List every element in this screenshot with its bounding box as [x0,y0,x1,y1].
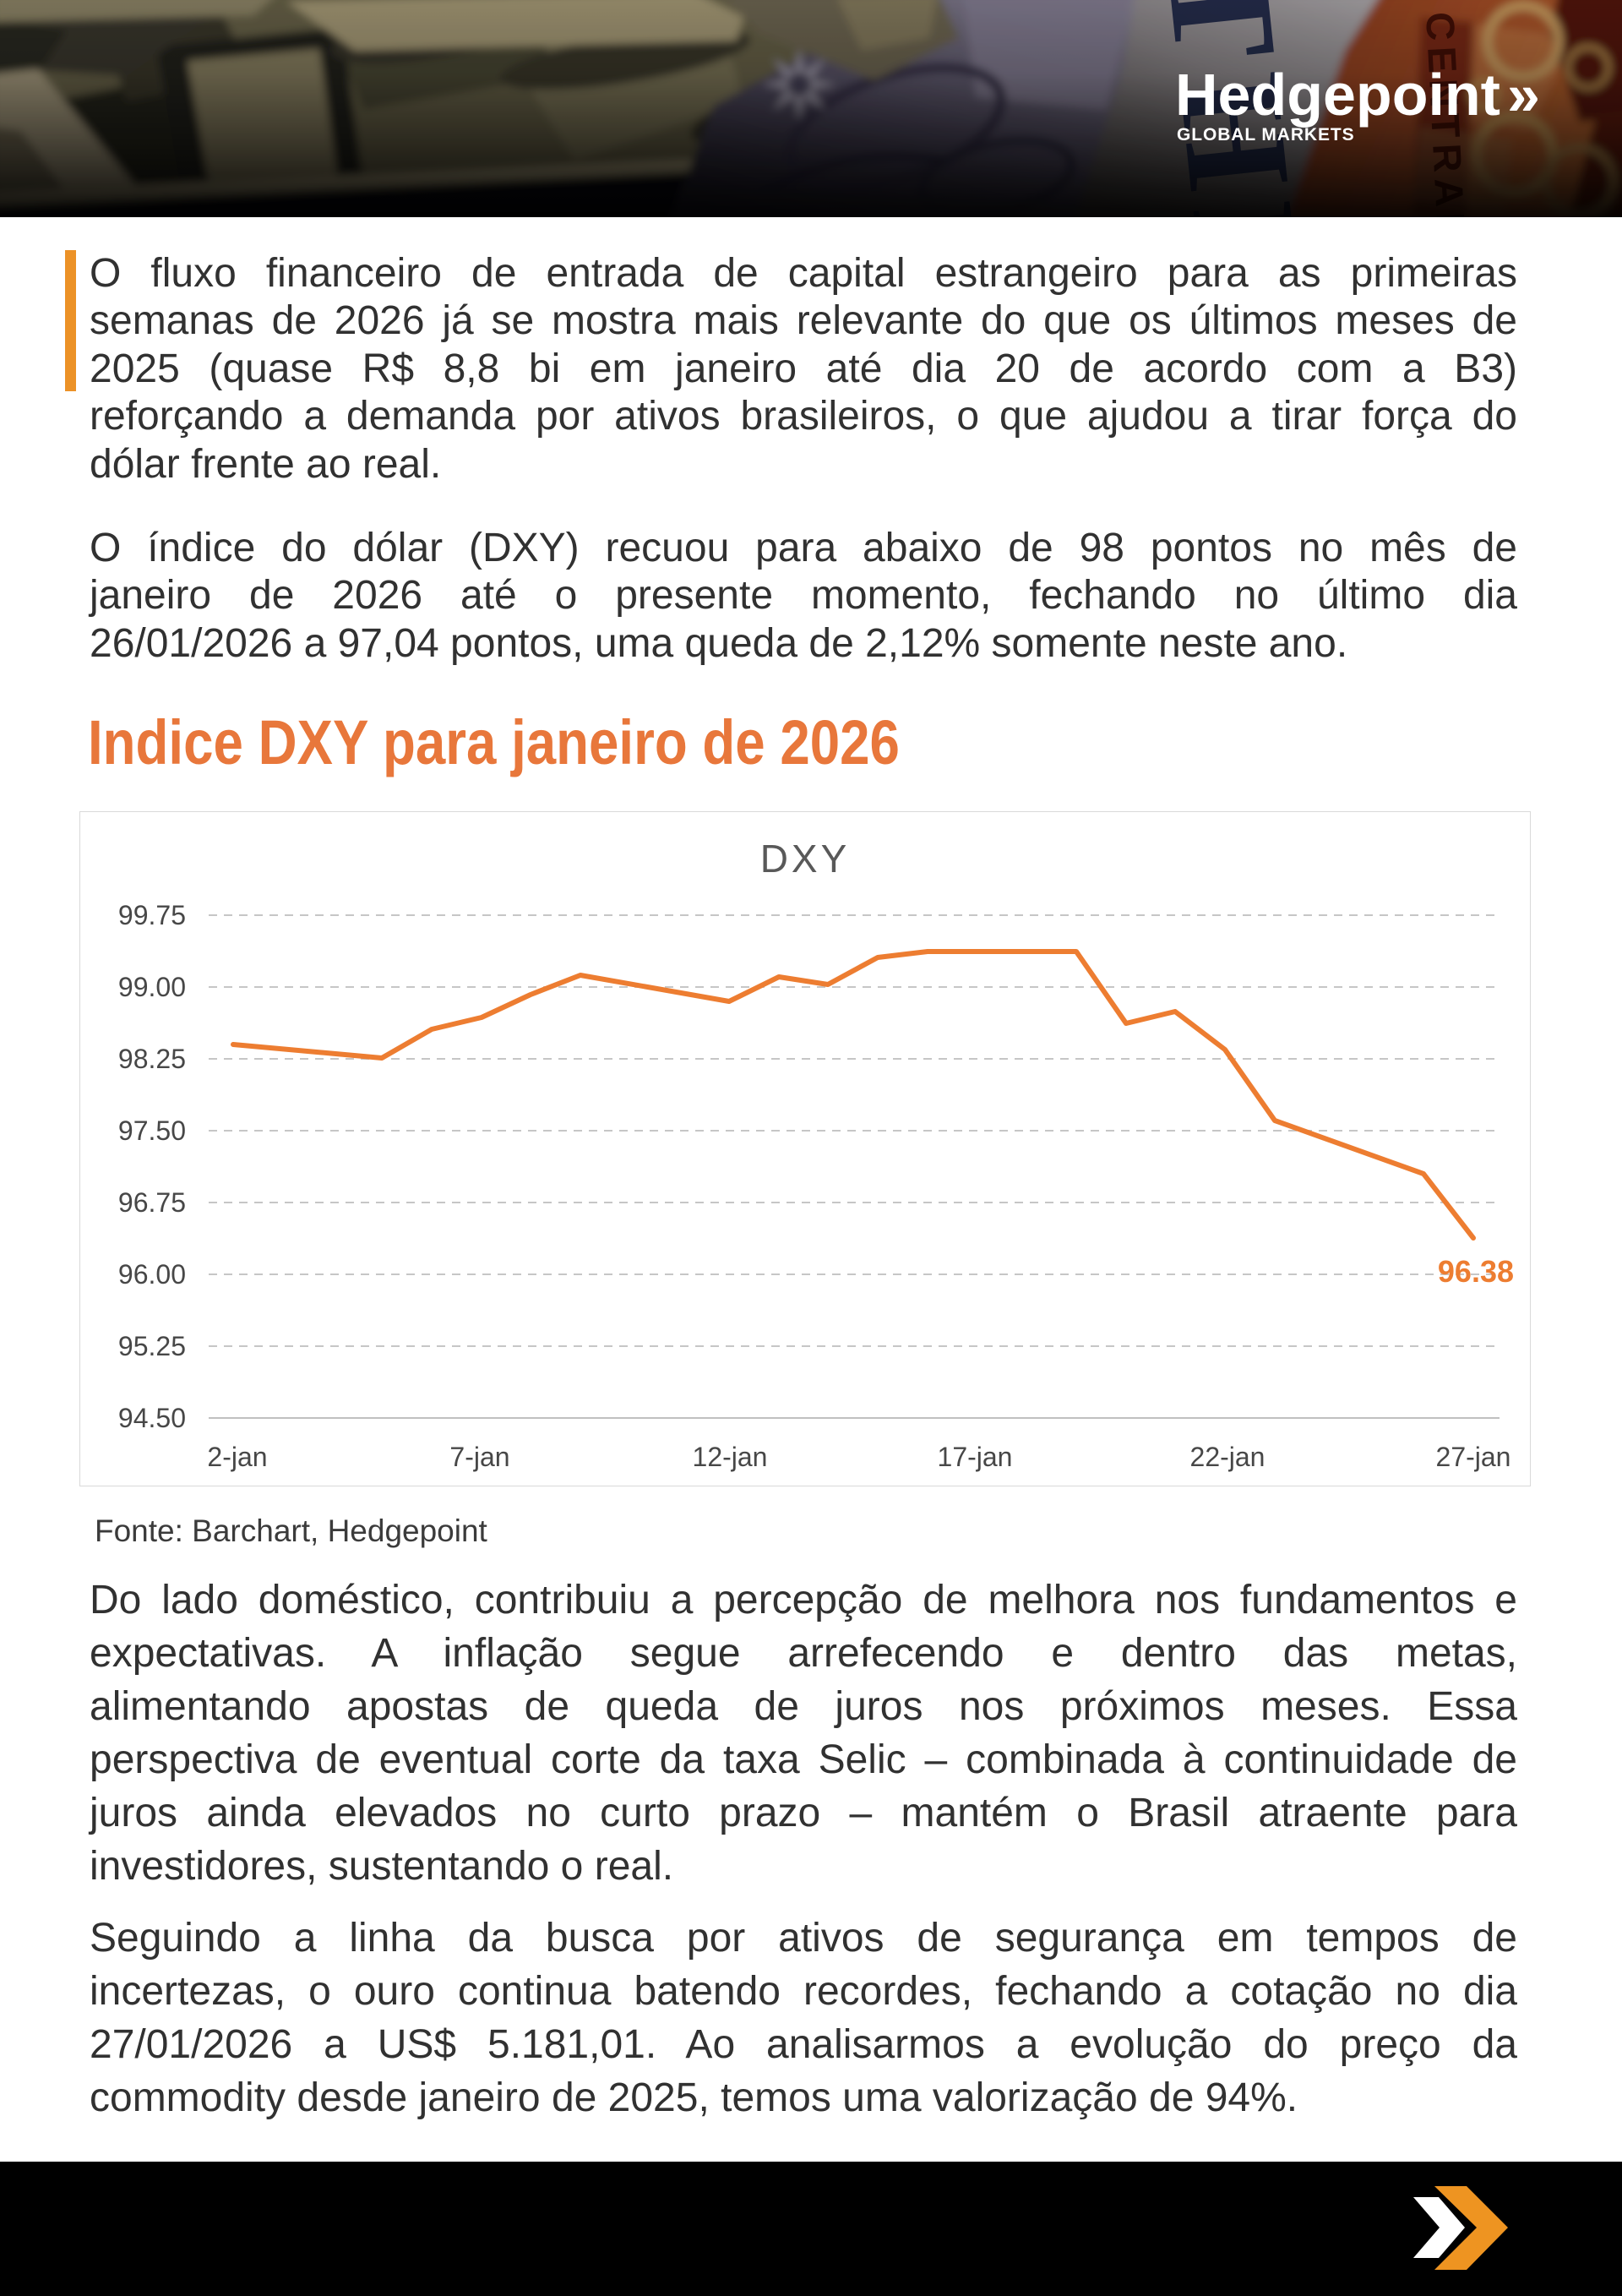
svg-text:7-jan: 7-jan [449,1442,509,1472]
svg-text:DXY: DXY [760,837,851,881]
svg-text:99.75: 99.75 [118,900,186,930]
svg-text:96.00: 96.00 [118,1259,186,1290]
svg-text:97.50: 97.50 [118,1115,186,1146]
svg-text:27-jan: 27-jan [1436,1442,1511,1472]
svg-text:95.25: 95.25 [118,1331,186,1361]
svg-text:22-jan: 22-jan [1190,1442,1265,1472]
svg-text:12-jan: 12-jan [693,1442,768,1472]
svg-text:98.25: 98.25 [118,1044,186,1074]
svg-text:2-jan: 2-jan [207,1442,267,1472]
svg-text:96.38: 96.38 [1438,1254,1514,1289]
svg-text:96.75: 96.75 [118,1187,186,1218]
svg-text:94.50: 94.50 [118,1403,186,1433]
svg-text:99.00: 99.00 [118,972,186,1002]
svg-text:17-jan: 17-jan [938,1442,1013,1472]
